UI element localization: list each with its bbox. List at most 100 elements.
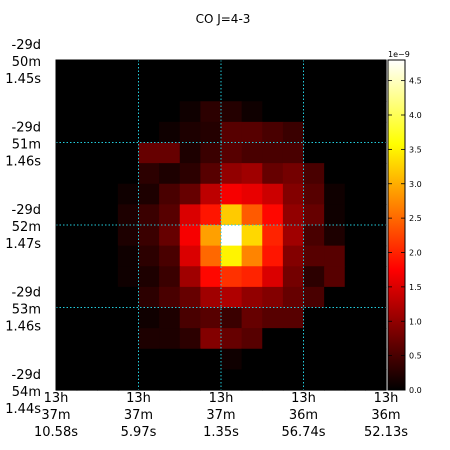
heatmap-cell <box>179 369 201 391</box>
heatmap-cell <box>138 163 160 185</box>
y-tick-label: 50m <box>12 55 41 70</box>
heatmap-cell <box>200 266 222 288</box>
heatmap-cell <box>344 80 366 102</box>
heatmap-cell <box>97 328 119 350</box>
heatmap-cell <box>117 80 140 102</box>
heatmap-cell <box>138 121 160 144</box>
heatmap-cell <box>262 328 284 350</box>
y-tick-label: 1.44s <box>5 402 41 417</box>
heatmap-cell <box>97 60 119 82</box>
heatmap-cell <box>365 142 387 164</box>
heatmap-cell <box>179 204 201 226</box>
heatmap-cell <box>344 142 366 164</box>
heatmap-cell <box>221 101 243 123</box>
heatmap-cell <box>344 245 366 267</box>
heatmap-cell <box>221 266 243 288</box>
heatmap-cell <box>241 266 263 288</box>
heatmap-cell <box>324 369 346 391</box>
colorbar-tick-label: 2.5 <box>409 214 422 223</box>
heatmap-cell <box>221 204 243 226</box>
heatmap-cell <box>344 163 366 185</box>
heatmap-cell <box>179 163 201 185</box>
heatmap-cell <box>76 369 98 391</box>
heatmap-cell <box>344 183 366 205</box>
heatmap-cell <box>241 204 263 226</box>
heatmap-cell <box>324 163 346 185</box>
heatmap-cell <box>303 204 325 226</box>
heatmap-cell <box>241 369 263 391</box>
grid-lines <box>56 60 386 390</box>
heatmap-cell <box>117 204 140 226</box>
heatmap-cell <box>282 80 305 102</box>
heatmap-cell <box>241 225 263 247</box>
heatmap-cell <box>282 307 305 329</box>
y-tick-label: 54m <box>12 385 41 400</box>
heatmap-cell <box>76 348 98 370</box>
heatmap-cell <box>262 266 284 288</box>
heatmap-cell <box>200 204 222 226</box>
heatmap-cell <box>324 307 346 329</box>
heatmap-cell <box>221 80 243 102</box>
heatmap-cell <box>282 121 305 144</box>
heatmap-cell <box>179 328 201 350</box>
heatmap-cell <box>344 204 366 226</box>
heatmap-cell <box>179 307 201 329</box>
heatmap-cell <box>117 183 140 205</box>
heatmap-cell <box>97 80 119 102</box>
heatmap-cell <box>365 101 387 123</box>
heatmap-cell <box>324 204 346 226</box>
heatmap-cell <box>303 369 325 391</box>
heatmap-cell <box>159 101 181 123</box>
heatmap-cell <box>365 80 387 102</box>
heatmap-cell <box>344 286 366 309</box>
heatmap-cell <box>138 60 160 82</box>
heatmap-cell <box>303 121 325 144</box>
heatmap-cell <box>262 307 284 329</box>
x-tick-label: 1.35s <box>203 425 239 440</box>
x-tick-label: 36m <box>371 408 400 423</box>
heatmap-cell <box>117 266 140 288</box>
heatmap-cell <box>76 307 98 329</box>
heatmap-cell <box>56 142 78 164</box>
heatmap-cell <box>200 101 222 123</box>
heatmap-cell <box>138 204 160 226</box>
heatmap-cell <box>282 163 305 185</box>
heatmap-cell <box>200 348 222 370</box>
heatmap-cell <box>262 225 284 247</box>
colorbar-tick-label: 0.0 <box>409 386 422 395</box>
heatmap-cell <box>282 101 305 123</box>
heatmap-cell <box>324 183 346 205</box>
heatmap-cell <box>138 348 160 370</box>
y-tick-label: -29d <box>12 121 42 136</box>
heatmap-cell <box>117 60 140 82</box>
heatmap-cell <box>138 183 160 205</box>
y-tick-label: 1.45s <box>5 72 41 87</box>
heatmap-cell <box>303 80 325 102</box>
heatmap-cell <box>324 286 346 309</box>
x-tick-label: 52.13s <box>364 425 408 440</box>
x-tick-label: 37m <box>206 408 235 423</box>
heatmap-cell <box>262 142 284 164</box>
heatmap-cell <box>262 369 284 391</box>
heatmap-cell <box>200 369 222 391</box>
heatmap-cell <box>200 60 222 82</box>
heatmap-cell <box>138 369 160 391</box>
heatmap-cell <box>262 245 284 267</box>
heatmap-cell <box>303 183 325 205</box>
y-tick-label: 1.46s <box>5 320 41 335</box>
heatmap-cell <box>117 121 140 144</box>
heatmap-cell <box>200 307 222 329</box>
heatmap-cell <box>303 163 325 185</box>
heatmap-cell <box>76 60 98 82</box>
x-tick-label: 10.58s <box>34 425 78 440</box>
heatmap-cell <box>97 369 119 391</box>
y-tick-label: 52m <box>12 220 41 235</box>
y-tick-label: -29d <box>12 286 42 301</box>
heatmap-cell <box>324 121 346 144</box>
heatmap-cell <box>221 225 243 247</box>
heatmap-cell <box>241 307 263 329</box>
heatmap-cell <box>221 307 243 329</box>
heatmap-cell <box>303 348 325 370</box>
heatmap-cell <box>117 101 140 123</box>
heatmap-cell <box>221 183 243 205</box>
